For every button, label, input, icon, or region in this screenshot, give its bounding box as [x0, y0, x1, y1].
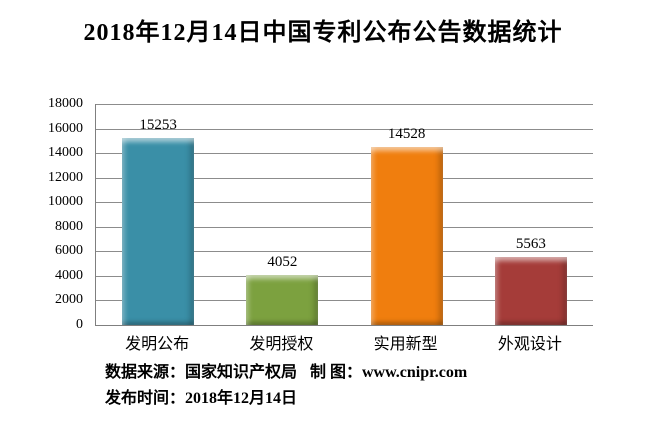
x-axis: 发明公布 发明授权 实用新型 外观设计 [95, 334, 592, 356]
bar [370, 146, 443, 325]
y-axis-tick-label: 14000 [48, 145, 83, 161]
gridline [96, 202, 593, 204]
gridline [96, 128, 593, 130]
y-axis-tick-label: 2000 [55, 292, 83, 308]
y-axis-tick-label: 0 [76, 317, 83, 332]
bar-value-label: 14528 [387, 125, 426, 142]
gridline [96, 226, 593, 228]
gridline [96, 251, 593, 253]
bar [122, 137, 195, 325]
footer-line-1: 数据来源：国家知识产权局制 图：www.cnipr.com [105, 360, 467, 386]
y-axis-tick-label: 18000 [48, 96, 83, 111]
bar-value-label: 15253 [139, 116, 177, 133]
x-axis-category-label: 外观设计 [497, 336, 562, 353]
y-axis-tick-label: 6000 [55, 243, 83, 259]
x-axis-category-label: 发明公布 [125, 336, 190, 353]
bar [494, 256, 567, 325]
footer-line-2: 发布时间：2018年12月14日 [105, 386, 467, 412]
x-axis-category-label: 实用新型 [373, 336, 438, 353]
gridline [96, 177, 593, 179]
y-axis: 0 2000 4000 6000 8000 10000 12000 14000 16000 180… [0, 96, 83, 332]
chart-footer: 数据来源：国家知识产权局制 图：www.cnipr.com 发布时间：2018年… [105, 360, 467, 412]
data-source-label: 数据来源：国家知识产权局 [105, 364, 298, 381]
x-axis-category-label: 发明授权 [249, 336, 314, 353]
bar-value-label: 5563 [515, 235, 546, 252]
y-axis-tick-label: 10000 [48, 194, 83, 210]
chart-title: 2018年12月14日中国专利公布公告数据统计 [83, 20, 563, 46]
bar [246, 275, 319, 325]
y-axis-tick-label: 12000 [48, 169, 83, 185]
bar-value-label: 4052 [267, 254, 298, 271]
y-axis-tick-label: 16000 [48, 120, 83, 136]
y-axis-tick-label: 4000 [55, 267, 83, 283]
gridline [96, 104, 593, 105]
gridline [96, 153, 593, 155]
plot-area: 15253 4052 14528 5563 [95, 104, 593, 326]
publish-date-label: 发布时间：2018年12月14日 [105, 390, 298, 407]
y-axis-tick-label: 8000 [55, 218, 83, 234]
credit-label: 制 图：www.cnipr.com [310, 364, 468, 381]
gridline [96, 275, 593, 277]
gridline [96, 300, 593, 302]
